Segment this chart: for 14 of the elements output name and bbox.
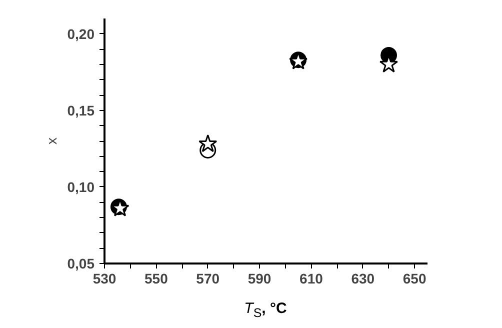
point — [198, 134, 218, 152]
x-tick-label: 590 — [248, 270, 272, 286]
x-tick-label: 530 — [92, 270, 116, 286]
x-tick-label: 550 — [144, 270, 168, 286]
x-tick-label: 650 — [402, 270, 426, 286]
x-tick-label: 630 — [351, 270, 375, 286]
x-axis-title: T$_{S}$, °C — [244, 300, 287, 320]
y-tick-label: 0,05 — [67, 256, 95, 272]
y-tick-label: 0,15 — [67, 102, 95, 118]
y-axis-title: x — [43, 138, 60, 144]
x-tick-label: 570 — [196, 270, 220, 286]
x-tick-label: 610 — [300, 270, 324, 286]
y-tick-label: 0,10 — [67, 178, 95, 195]
y-tick-label: 0,20 — [67, 26, 95, 42]
